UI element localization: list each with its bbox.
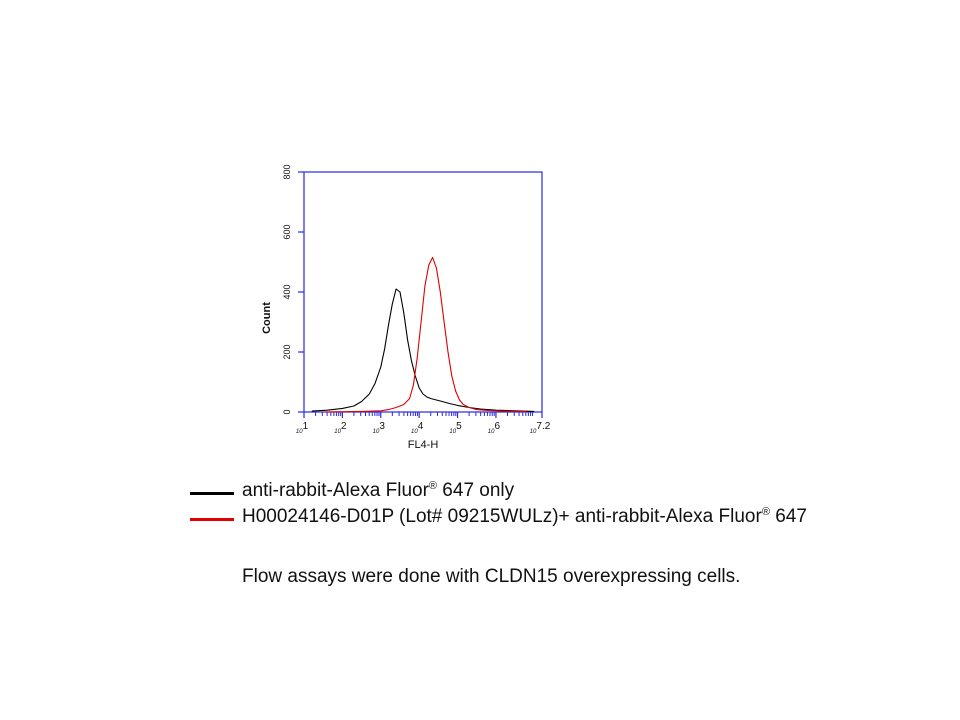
footnote: Flow assays were done with CLDN15 overex… [242, 566, 741, 587]
legend-swatch-black [190, 492, 234, 495]
y-tick-label: 200 [282, 344, 292, 359]
y-tick-label: 600 [282, 224, 292, 239]
y-axis-label: Count [261, 302, 273, 334]
x-tick-exponent: 2 [341, 421, 347, 432]
x-tick-exponent: 6 [494, 421, 500, 432]
x-tick-exponent: 4 [418, 421, 424, 432]
x-tick-exponent: 7.2 [536, 421, 550, 432]
y-tick-label: 800 [282, 164, 292, 179]
legend-label-antibody: H00024146-D01P (Lot# 09215WULz)+ anti-ra… [242, 506, 807, 527]
x-tick-label: 101 [296, 421, 309, 435]
legend-label-control: anti-rabbit-Alexa Fluor® 647 only [242, 480, 515, 501]
y-axis: 0 200 400 600 800 [282, 164, 304, 415]
x-tick-label: 105 [449, 421, 462, 435]
x-tick-label: 102 [334, 421, 347, 435]
x-tick-label: 103 [373, 421, 386, 435]
x-tick-base: 10 [530, 429, 537, 435]
legend-swatch-red [190, 518, 234, 521]
plot-frame [303, 171, 543, 413]
x-tick-label: 104 [411, 421, 424, 435]
x-tick-base: 10 [449, 429, 456, 435]
y-tick-label: 400 [282, 284, 292, 299]
x-tick-label: 107.2 [530, 421, 551, 435]
x-tick-base: 10 [334, 429, 341, 435]
x-tick-base: 10 [296, 429, 303, 435]
x-tick-base: 10 [411, 429, 418, 435]
series-0-line [311, 288, 535, 412]
x-tick-exponent: 1 [303, 421, 309, 432]
x-tick-base: 10 [488, 429, 495, 435]
x-axis-label: FL4-H [408, 439, 439, 451]
series-1-line [323, 256, 527, 413]
series-layer [311, 256, 535, 413]
x-axis: 101 102 103 104 105 106 107.2 [296, 412, 551, 435]
y-tick-label: 0 [282, 409, 292, 414]
x-tick-exponent: 5 [456, 421, 462, 432]
x-tick-exponent: 3 [379, 421, 385, 432]
x-tick-base: 10 [373, 429, 380, 435]
x-tick-label: 106 [488, 421, 501, 435]
